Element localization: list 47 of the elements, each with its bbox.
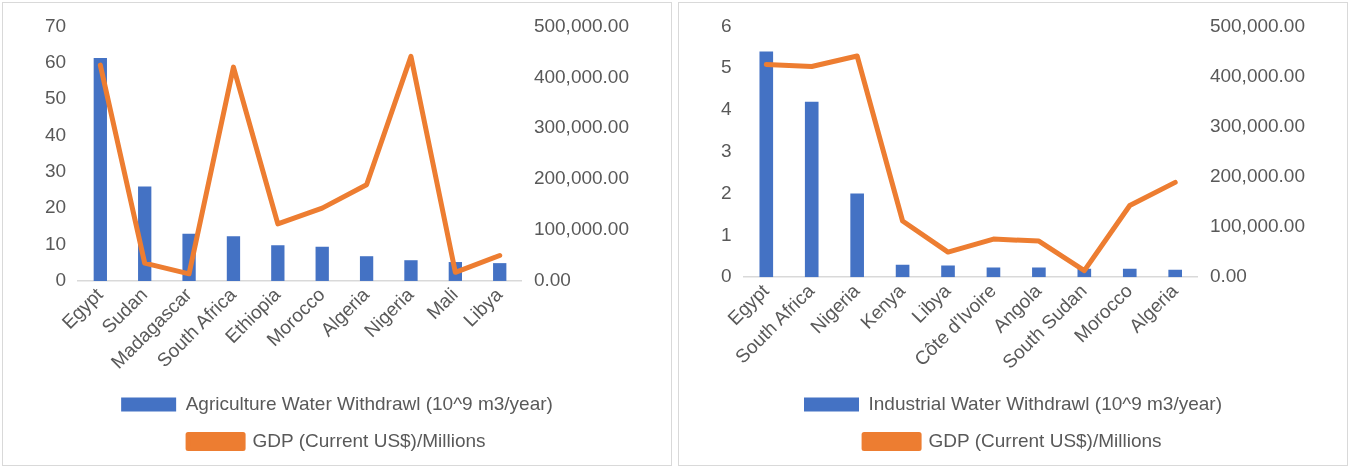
bar — [941, 265, 955, 278]
y2-tick-label: 100,000.00 — [1209, 215, 1305, 237]
bar — [93, 58, 107, 281]
y2-tick-label: 300,000.00 — [533, 116, 629, 138]
y-tick-label: 3 — [720, 140, 732, 162]
y2-tick-label: 100,000.00 — [533, 218, 629, 240]
bar — [850, 193, 864, 278]
legend-label: Industrial Water Withdrawl (10^9 m3/year) — [868, 392, 1223, 414]
y-tick-label: 40 — [44, 123, 67, 145]
y-tick-label: 10 — [44, 232, 67, 254]
y2-tick-label: 200,000.00 — [533, 167, 629, 189]
bar — [804, 101, 819, 278]
y-tick-label: 70 — [44, 14, 67, 36]
y2-tick-label: 200,000.00 — [1209, 165, 1305, 187]
bar — [1168, 269, 1183, 278]
y2-tick-label: 400,000.00 — [533, 65, 629, 87]
y-tick-label: 2 — [720, 181, 732, 203]
y-tick-label: 0 — [55, 269, 67, 291]
y2-tick-label: 500,000.00 — [533, 14, 629, 36]
y2-tick-label: 400,000.00 — [1209, 64, 1305, 86]
legend-label: GDP (Current US$)/Millions — [928, 429, 1162, 451]
bar — [359, 256, 374, 281]
bar — [1032, 267, 1046, 278]
y-tick-label: 30 — [44, 160, 67, 182]
y-tick-label: 4 — [720, 98, 732, 120]
legend-label: GDP (Current US$)/Millions — [252, 429, 486, 451]
y-tick-label: 50 — [44, 87, 67, 109]
y2-tick-label: 300,000.00 — [1209, 114, 1305, 136]
y2-tick-label: 0.00 — [1209, 265, 1247, 287]
y2-tick-label: 500,000.00 — [1209, 14, 1305, 36]
y-tick-label: 20 — [44, 196, 67, 218]
legend-label: Agriculture Water Withdrawl (10^9 m3/year) — [185, 392, 553, 414]
x-tick-label: Mali — [422, 283, 462, 324]
y-tick-label: 5 — [720, 56, 732, 78]
y-tick-label: 6 — [720, 14, 732, 36]
bar — [759, 51, 774, 278]
bar — [404, 260, 418, 281]
bar — [226, 236, 241, 281]
bar — [271, 245, 285, 281]
y2-tick-label: 0.00 — [533, 269, 571, 291]
y-tick-label: 60 — [44, 51, 67, 72]
y-tick-label: 1 — [720, 223, 732, 245]
bar — [315, 246, 329, 281]
bar — [895, 264, 910, 278]
y-tick-label: 0 — [720, 265, 732, 287]
bar — [1122, 268, 1137, 278]
bar — [493, 263, 507, 281]
